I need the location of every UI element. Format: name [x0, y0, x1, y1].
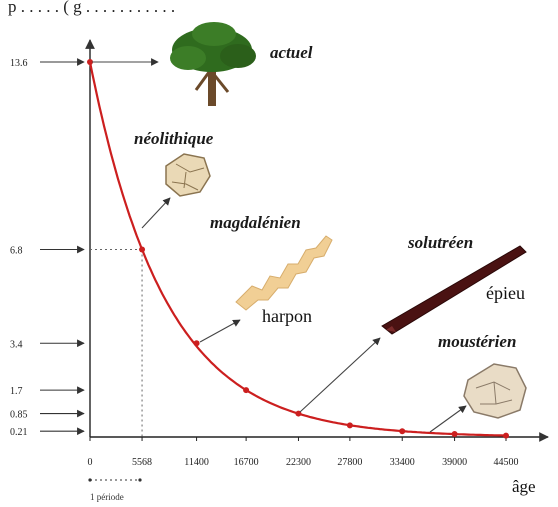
x-axis-label: âge — [512, 477, 536, 496]
data-point — [139, 247, 145, 253]
tree-icon — [170, 22, 256, 106]
header-partial-text: p . . . . . ( g . . . . . . . . . . . — [8, 0, 175, 16]
x-tick-label: 27800 — [337, 457, 362, 468]
harpoon-icon — [236, 236, 332, 310]
data-point — [399, 428, 405, 434]
x-tick-label: 0 — [88, 457, 93, 468]
era-label-magdalenien: magdalénien — [210, 213, 301, 232]
period-marker: 1 période — [88, 478, 141, 502]
arrow-neolithique — [142, 198, 170, 228]
guide-lines — [90, 250, 142, 438]
era-label-mousterien: moustérien — [438, 332, 516, 351]
stone-tool-icon — [166, 154, 210, 196]
data-point — [347, 422, 353, 428]
tick-labels: 13.6 6.8 3.4 1.7 0.85 0.21 0 5568 11400 16700 2230… — [10, 58, 519, 468]
flint-icon — [464, 364, 526, 418]
period-label: 1 période — [90, 492, 124, 502]
x-tick-label: 5568 — [132, 457, 152, 468]
arrow-mousterien — [430, 406, 466, 432]
data-point — [452, 431, 458, 437]
x-tick-label: 11400 — [184, 457, 209, 468]
x-tick-label: 33400 — [390, 457, 415, 468]
y-tick-label: 0.85 — [10, 410, 28, 421]
data-point — [503, 433, 509, 439]
x-tick-label: 44500 — [494, 457, 519, 468]
era-label-neolithique: néolithique — [134, 129, 214, 148]
data-point — [243, 387, 249, 393]
x-tick-label: 39000 — [442, 457, 467, 468]
arrow-solutreen — [300, 338, 380, 412]
era-label-solutreen: solutréen — [407, 233, 473, 252]
y-tick-label: 3.4 — [10, 339, 23, 350]
y-tick-label: 0.21 — [10, 427, 28, 438]
object-label-epieu: épieu — [486, 283, 525, 303]
y-tick-label: 6.8 — [10, 246, 23, 257]
arrow-magdalenien — [200, 320, 240, 342]
y-tick-label: 13.6 — [10, 58, 28, 69]
data-point — [194, 340, 200, 346]
x-tick-label: 22300 — [286, 457, 311, 468]
x-tick-label: 16700 — [234, 457, 259, 468]
object-label-harpon: harpon — [262, 306, 312, 326]
era-label-actuel: actuel — [270, 43, 313, 62]
y-tick-label: 1.7 — [10, 386, 23, 397]
